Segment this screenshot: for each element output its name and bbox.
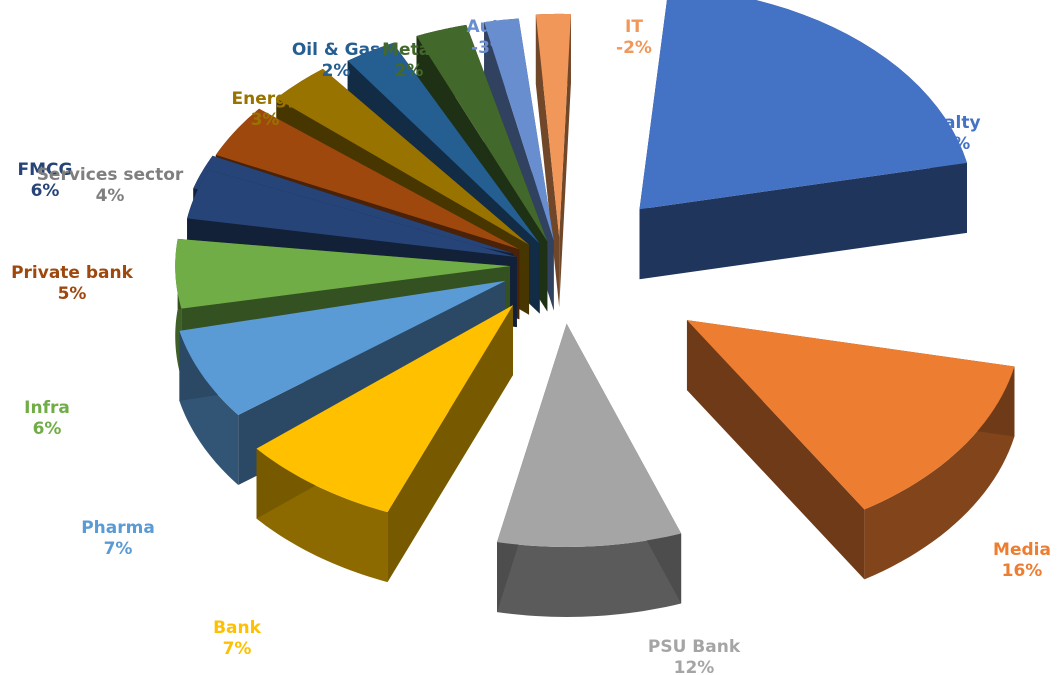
- pie-slice-top: [276, 68, 530, 245]
- pie-slice-media: [686, 320, 1015, 580]
- pie-slice-top: [535, 13, 571, 238]
- pie-slice-top: [256, 305, 513, 513]
- pie-slice-top: [175, 238, 511, 309]
- pie-slice-top: [639, 0, 967, 210]
- data-label-oil-gas: Oil & Gas 2%: [292, 40, 380, 81]
- pie-slice-edge: [535, 14, 560, 308]
- data-label-psu-bank: PSU Bank 12%: [648, 637, 741, 675]
- data-label-energy: Energy 3%: [232, 89, 299, 130]
- data-label-it: IT -2%: [616, 17, 652, 58]
- data-label-pharma: Pharma 7%: [81, 518, 155, 559]
- pie-slice-top: [416, 24, 548, 242]
- pie-slice-psu-bank: [497, 323, 682, 617]
- pie-slice-edge: [686, 320, 865, 580]
- pie-slice-top: [179, 280, 506, 416]
- pie-slice-edge: [639, 162, 967, 280]
- data-label-media: Media 16%: [993, 540, 1051, 581]
- data-label-services-sector: Services sector 4%: [37, 165, 184, 206]
- pie-slice-realty: [639, 0, 967, 280]
- pie-slice-top: [686, 320, 1015, 510]
- pie-slice-bank: [256, 305, 513, 583]
- pie-slice-top: [215, 108, 520, 250]
- data-label-realty: Realty 27%: [919, 113, 980, 154]
- pie-slice-top: [347, 43, 540, 244]
- data-label-fmcg: FMCG 6%: [18, 160, 73, 201]
- data-label-auto: Auto -3%: [466, 17, 511, 58]
- pie-slice-top: [193, 155, 514, 254]
- data-label-private-bank: Private bank 5%: [11, 263, 134, 304]
- data-label-metal: Metal 2%: [382, 40, 436, 81]
- pie-slice-pharma: [179, 280, 506, 486]
- data-label-infra: Infra 6%: [24, 398, 70, 439]
- pie-slice-side: [497, 533, 682, 617]
- pie-slice-top: [187, 169, 517, 258]
- pie-slice-top: [497, 323, 682, 547]
- data-label-bank: Bank 7%: [213, 618, 262, 659]
- pie-slice-it: [535, 13, 571, 308]
- pie-slice-side: [864, 366, 1015, 580]
- pie-slice-top: [484, 18, 554, 241]
- pie-slice-edge: [559, 14, 571, 308]
